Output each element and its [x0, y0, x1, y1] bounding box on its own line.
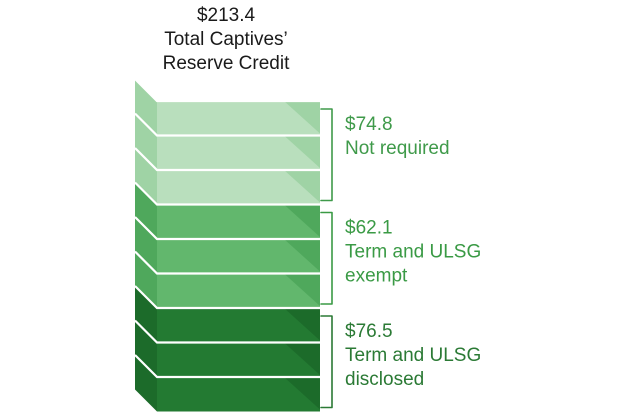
title-line-1: Total Captives’	[164, 29, 288, 50]
segment-category-label: Term and ULSG	[345, 242, 481, 263]
title-line-2: Reserve Credit	[163, 53, 290, 74]
slab-layer	[134, 354, 320, 412]
slab-edge	[134, 147, 320, 172]
slab-edge	[134, 354, 320, 379]
segment-value-label: $76.5	[345, 321, 393, 342]
segment-bracket	[320, 108, 333, 202]
slab-shade	[284, 342, 320, 375]
segment-bracket	[320, 211, 333, 305]
segment-category-label: Term and ULSG	[345, 345, 481, 366]
slab-stack	[134, 78, 320, 412]
segment-value-label: $62.1	[345, 218, 393, 239]
slab-side-face	[135, 251, 157, 308]
slab-edge	[134, 250, 320, 275]
slab-layer	[134, 319, 320, 377]
slab-shade	[284, 170, 320, 203]
slab-side-face	[135, 217, 157, 274]
slab-edge	[134, 112, 320, 137]
segment-labels: $74.8 Not required $62.1 Term and ULSG exemp…	[345, 114, 481, 390]
chart-title: $213.4 Total Captives’ Reserve Credit	[163, 5, 290, 74]
slab-shade	[284, 239, 320, 272]
slab-layer	[134, 285, 320, 343]
slab-side-face	[135, 355, 157, 412]
segment-category-label: Not required	[345, 138, 450, 159]
slab-layer	[134, 78, 320, 136]
slab-side-face	[135, 79, 157, 136]
segment-bracket	[320, 315, 333, 409]
slab-side-face	[135, 113, 157, 170]
slab-edge	[134, 181, 320, 206]
slab-side-face	[135, 320, 157, 377]
slab-shade	[284, 204, 320, 237]
slab-layer	[134, 147, 320, 205]
slab-edge	[134, 285, 320, 310]
segment-category-label: disclosed	[345, 369, 424, 390]
segment-brackets	[320, 108, 333, 409]
slab-shade	[284, 377, 320, 410]
slab-layer	[134, 250, 320, 308]
slab-side-face	[135, 148, 157, 205]
slab-shade	[284, 273, 320, 306]
slab-layer	[134, 181, 320, 239]
slab-layer	[134, 216, 320, 274]
segment-value-label: $74.8	[345, 114, 393, 135]
slab-layer	[134, 112, 320, 170]
slab-shade	[284, 101, 320, 134]
slab-edge	[134, 216, 320, 241]
segment-category-label: exempt	[345, 266, 408, 287]
total-value-label: $213.4	[197, 5, 256, 26]
slab-shade	[284, 308, 320, 341]
slab-side-face	[135, 286, 157, 343]
slab-edge	[134, 78, 320, 103]
slab-side-face	[135, 182, 157, 239]
slab-edge	[134, 319, 320, 344]
slab-shade	[284, 135, 320, 168]
